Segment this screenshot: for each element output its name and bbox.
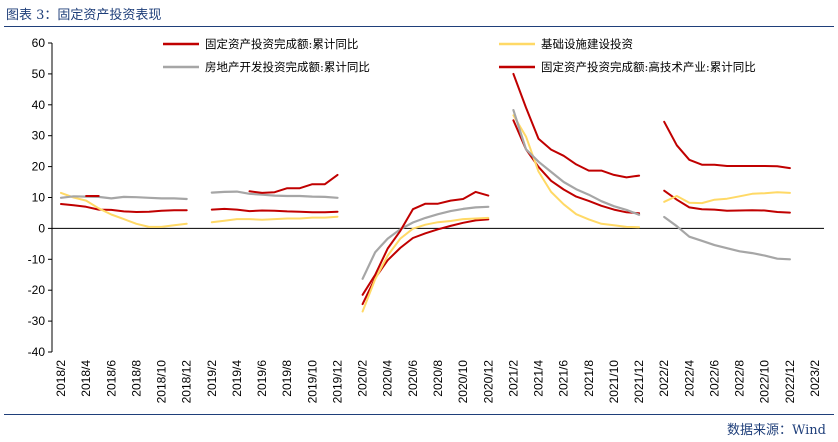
x-tick-label: 2020/10 bbox=[456, 360, 470, 404]
x-tick-label: 2019/4 bbox=[230, 360, 244, 397]
x-tick-label: 2020/4 bbox=[381, 360, 395, 397]
x-tick-label: 2020/8 bbox=[431, 360, 445, 397]
x-tick-label: 2021/6 bbox=[557, 360, 571, 397]
source-rule bbox=[4, 414, 834, 415]
x-tick-label: 2021/12 bbox=[632, 360, 646, 404]
x-tick-label: 2019/2 bbox=[205, 360, 219, 397]
x-tick-label: 2023/2 bbox=[808, 360, 822, 397]
x-tick-label: 2018/12 bbox=[180, 360, 194, 404]
x-tick-label: 2020/6 bbox=[406, 360, 420, 397]
series-line-1 bbox=[61, 120, 815, 304]
x-tick-label: 2021/2 bbox=[506, 360, 520, 397]
x-tick-label: 2018/6 bbox=[104, 360, 118, 397]
x-tick-label: 2021/10 bbox=[607, 360, 621, 404]
title-rule bbox=[4, 26, 834, 27]
data-source: 数据来源：Wind bbox=[727, 423, 826, 438]
y-tick-label: 40 bbox=[32, 98, 46, 112]
x-tick-label: 2020/12 bbox=[481, 360, 495, 404]
y-tick-label: 0 bbox=[38, 221, 45, 235]
legend-label-3: 房地产开发投资完成额:累计同比 bbox=[205, 60, 370, 74]
y-tick-label: -10 bbox=[28, 252, 46, 266]
x-tick-label: 2018/4 bbox=[79, 360, 93, 397]
legend-label-4: 固定资产投资完成额:高技术产业:累计同比 bbox=[541, 60, 756, 74]
y-tick-label: -30 bbox=[28, 314, 46, 328]
series-line-4 bbox=[86, 74, 815, 295]
x-tick-label: 2022/6 bbox=[707, 360, 721, 397]
y-tick-label: 30 bbox=[32, 129, 46, 143]
y-tick-label: 60 bbox=[32, 36, 46, 50]
x-tick-label: 2019/10 bbox=[305, 360, 319, 404]
legend-label-1: 固定资产投资完成额:累计同比 bbox=[205, 37, 358, 51]
x-tick-label: 2019/6 bbox=[255, 360, 269, 397]
series-line-3 bbox=[61, 110, 815, 279]
figure-title: 图表 3：固定资产投资表现 bbox=[6, 8, 162, 23]
y-tick-label: 20 bbox=[32, 160, 46, 174]
y-tick-label: -20 bbox=[28, 283, 46, 297]
x-tick-label: 2021/8 bbox=[582, 360, 596, 397]
chart-series bbox=[61, 74, 815, 312]
x-tick-label: 2021/4 bbox=[532, 360, 546, 397]
x-tick-label: 2018/8 bbox=[129, 360, 143, 397]
y-tick-label: -40 bbox=[28, 345, 46, 359]
y-tick-label: 50 bbox=[32, 67, 46, 81]
x-tick-label: 2019/12 bbox=[330, 360, 344, 404]
x-tick-label: 2022/8 bbox=[733, 360, 747, 397]
x-tick-label: 2018/10 bbox=[155, 360, 169, 404]
x-tick-label: 2019/8 bbox=[280, 360, 294, 397]
y-tick-label: 10 bbox=[32, 191, 46, 205]
x-tick-label: 2022/10 bbox=[758, 360, 772, 404]
x-tick-label: 2022/2 bbox=[657, 360, 671, 397]
x-tick-label: 2018/2 bbox=[54, 360, 68, 397]
legend-label-2: 基础设施建设投资 bbox=[541, 37, 633, 51]
x-tick-label: 2020/2 bbox=[356, 360, 370, 397]
chart-axes: -40 -30 -20 -10 0 10 20 30 40 50 60 2018/2 2018/4 201… bbox=[28, 36, 824, 403]
x-tick-label: 2022/12 bbox=[783, 360, 797, 404]
x-tick-label: 2022/4 bbox=[682, 360, 696, 397]
